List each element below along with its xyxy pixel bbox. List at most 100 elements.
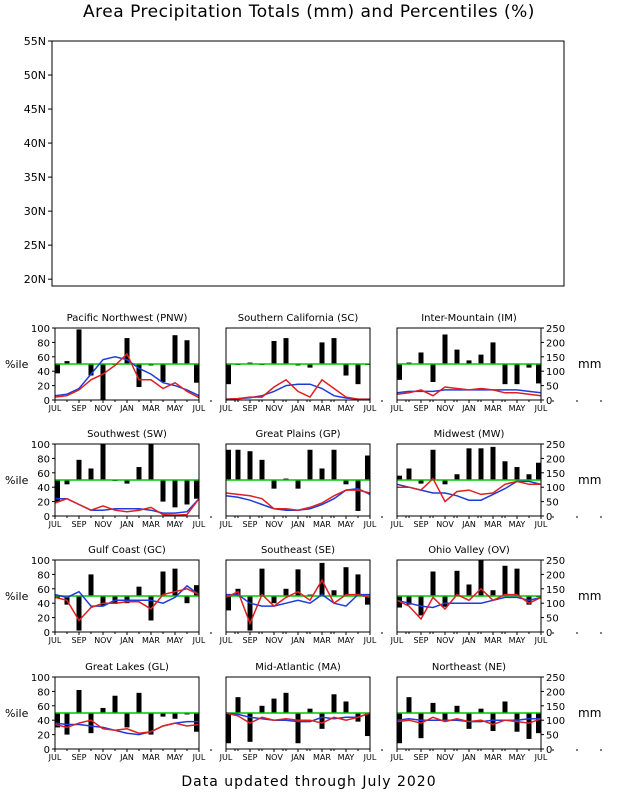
percentile-bar [100,707,106,713]
x-tick-label: MAY [509,520,526,529]
x-tick-label: JAN [461,636,476,645]
x-tick-label: NOV [436,404,454,413]
percentile-tick-label: 20 [37,614,50,625]
panel-title-great-lakes-gl-: Great Lakes (GL) [85,662,169,673]
x-tick-label: JUL [390,753,404,762]
percentile-bar [88,364,94,376]
percentile-tick-label: 100 [31,673,50,684]
percentile-bar [136,586,142,596]
percentile-bar [100,364,106,400]
x-tick-label: JUL [48,404,62,413]
percentile-bar [76,689,82,713]
percentile-bar [397,364,402,380]
x-tick-label: JAN [461,404,476,413]
percentile-bar [331,449,337,480]
percentile-bar [88,468,94,480]
percentile-bar [55,480,60,502]
percentile-tick-label: 40 [37,716,50,727]
x-tick-label: JUL [48,520,62,529]
x-tick-label: MAY [338,636,355,645]
percentile-bar [172,335,178,364]
percentile-bar [355,574,361,596]
percentile-bar [283,338,289,364]
map-lat-label: 20N [24,273,46,286]
percentile-tick-label: 40 [37,599,50,610]
mm-tick-label: 100 [546,483,565,494]
percentile-bar [259,568,265,596]
percentile-tick-label: 0 [44,512,50,523]
percentile-bar [160,364,166,382]
x-tick-label: JUL [219,520,233,529]
percentile-bar [343,567,349,596]
normal-precip-line [225,487,371,511]
percentile-bar [124,338,130,364]
percentile-bar [502,461,508,480]
mm-tick-label: 250 [546,440,565,451]
percentile-tick-label: 20 [37,382,50,393]
percentile-bar [418,713,424,739]
panel-title-northeast-ne-: Northeast (NE) [432,662,506,673]
x-tick-label: NOV [94,520,112,529]
percentile-tick-label: 0 [44,745,50,756]
x-tick-label: MAY [509,636,526,645]
percentile-bar [397,713,402,744]
x-tick-label: NOV [265,520,283,529]
percentile-bar [307,364,313,368]
percentile-tick-label: 40 [37,483,50,494]
percentile-bar [247,596,253,631]
percentile-bar [319,468,325,480]
map-frame [51,40,565,287]
percentile-bar [331,694,337,713]
x-tick-label: NOV [94,404,112,413]
x-tick-label: JUL [363,753,377,762]
percentile-bar [64,480,70,485]
x-tick-label: SEP [243,520,258,529]
percentile-bar [454,349,460,364]
percentile-bar [307,449,313,480]
percentile-bar [430,449,436,480]
x-tick-label: JUL [390,520,404,529]
x-tick-label: MAY [167,404,184,413]
figure-footer: Data updated through July 2020 [181,774,437,790]
percentile-bar [355,480,361,511]
panel-title-pacific-northwest-pnw-: Pacific Northwest (PNW) [67,313,188,324]
percentile-tick-label: 80 [37,687,50,698]
mm-tick-label: 50 [546,731,559,742]
percentile-bar [194,480,199,499]
x-tick-label: JAN [461,520,476,529]
percentile-bar [172,568,178,596]
percentile-bar [454,570,460,596]
x-tick-label: SEP [414,753,429,762]
panel-title-midwest-mw-: Midwest (MW) [434,429,505,440]
x-tick-label: JAN [119,753,134,762]
panel-title-inter-mountain-im-: Inter-Mountain (IM) [421,313,517,324]
x-tick-label: MAR [142,404,160,413]
normal-precip-line [226,593,370,607]
percentile-bar [536,462,541,480]
percentile-bar [418,480,424,484]
mm-axis-label: mm [578,357,601,371]
mm-tick-label: 0 [546,396,552,407]
percentile-bar [194,364,199,383]
observed-precip-line [225,712,371,724]
mm-tick-label: 150 [546,353,565,364]
mm-tick-label: 50 [546,498,559,509]
percentile-bar [343,364,349,376]
percentile-bar [430,364,436,382]
map-lat-label: 35N [24,171,46,184]
percentile-bar [397,475,402,480]
percentile-bar [160,713,166,717]
mm-tick-label: 200 [546,454,565,465]
percentile-bar [490,590,496,596]
percentile-bar [124,480,130,484]
percentile-bar [406,596,412,605]
percentile-bar [406,468,412,480]
x-tick-label: JUL [363,404,377,413]
percentile-bar [88,713,94,734]
percentile-bar [478,448,484,480]
percentile-bar [76,596,82,631]
percentile-bar [365,713,370,737]
x-tick-label: SEP [414,520,429,529]
x-tick-label: JUL [192,520,206,529]
x-tick-label: MAR [484,753,502,762]
